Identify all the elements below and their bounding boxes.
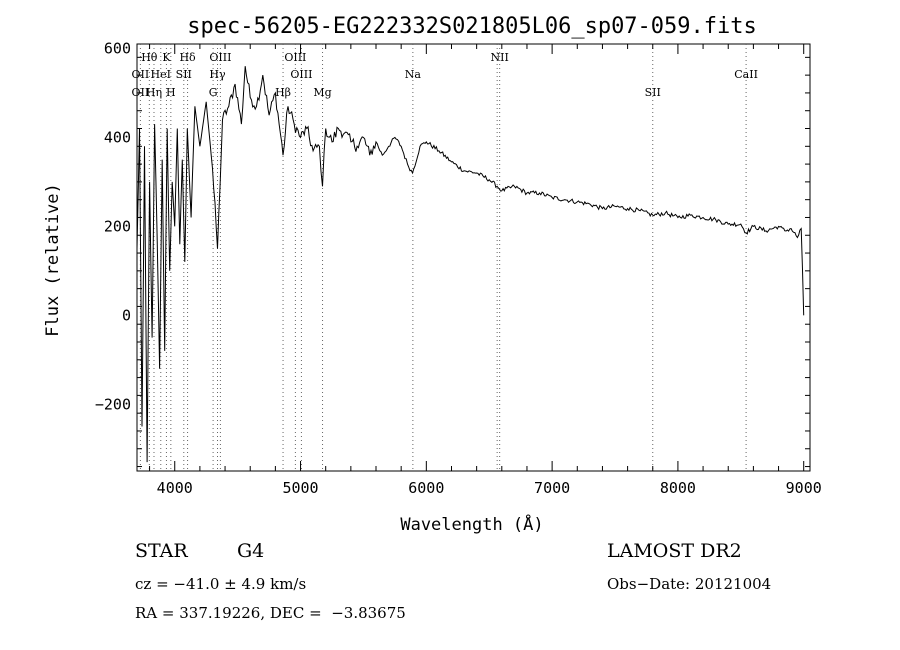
x-tick-label: 7000 bbox=[534, 479, 570, 497]
line-annotation: OIII bbox=[209, 51, 231, 64]
line-annotation: OII bbox=[132, 86, 150, 99]
y-tick-label: 200 bbox=[104, 217, 131, 235]
x-tick-label: 8000 bbox=[660, 479, 696, 497]
survey-name: LAMOST DR2 bbox=[607, 540, 742, 562]
y-tick-label: −200 bbox=[95, 395, 131, 413]
line-annotation: NII bbox=[491, 51, 509, 64]
y-tick-label: 600 bbox=[104, 39, 131, 57]
line-markers bbox=[139, 44, 747, 471]
x-tick-label: 4000 bbox=[157, 479, 193, 497]
plot-frame bbox=[136, 43, 811, 472]
line-annotation: Hη bbox=[146, 86, 162, 99]
object-class: STAR bbox=[135, 540, 188, 562]
line-annotation: OII bbox=[132, 68, 150, 81]
y-axis-label: Flux (relative) bbox=[43, 183, 63, 337]
x-tick-label: 9000 bbox=[786, 479, 822, 497]
line-annotation: CaII bbox=[734, 68, 758, 81]
line-annotation: H bbox=[166, 86, 176, 99]
line-annotation: Hδ bbox=[179, 51, 196, 64]
spectrum-line bbox=[136, 66, 805, 463]
obs-date: Obs−Date: 20121004 bbox=[607, 575, 772, 593]
x-tick-label: 6000 bbox=[408, 479, 444, 497]
line-annotation: Mg bbox=[313, 86, 331, 99]
line-annotation: Na bbox=[405, 68, 422, 81]
line-annotations: Hθ K Hδ OIII OIII NII OII HeI SII Hγ OIII Na CaII OII… bbox=[132, 51, 758, 99]
x-tick-label: 5000 bbox=[282, 479, 318, 497]
line-annotation: OIII bbox=[290, 68, 312, 81]
object-subclass: G4 bbox=[237, 540, 265, 562]
line-annotation: K bbox=[162, 51, 171, 64]
line-annotation: Hθ bbox=[141, 51, 158, 64]
line-annotation: G bbox=[209, 86, 218, 99]
line-annotation: SII bbox=[645, 86, 661, 99]
x-axis-label: Wavelength (Å) bbox=[400, 513, 543, 535]
line-annotation: HeI bbox=[151, 68, 171, 81]
coordinates: RA = 337.19226, DEC = −3.83675 bbox=[135, 604, 406, 622]
y-tick-label: 0 bbox=[122, 306, 131, 324]
line-annotation: SII bbox=[176, 68, 192, 81]
y-tick-label: 400 bbox=[104, 128, 131, 146]
redshift-readout: cz = −41.0 ± 4.9 km/s bbox=[135, 575, 307, 593]
chart-title: spec-56205-EG222332S021805L06_sp07-059.f… bbox=[187, 14, 757, 39]
line-annotation: OIII bbox=[284, 51, 306, 64]
axis-ticks: 4000 5000 6000 7000 8000 9000 −200 0 200 400 600 bbox=[95, 39, 822, 497]
line-annotation: Hβ bbox=[275, 86, 291, 99]
line-annotation: Hγ bbox=[209, 68, 226, 81]
